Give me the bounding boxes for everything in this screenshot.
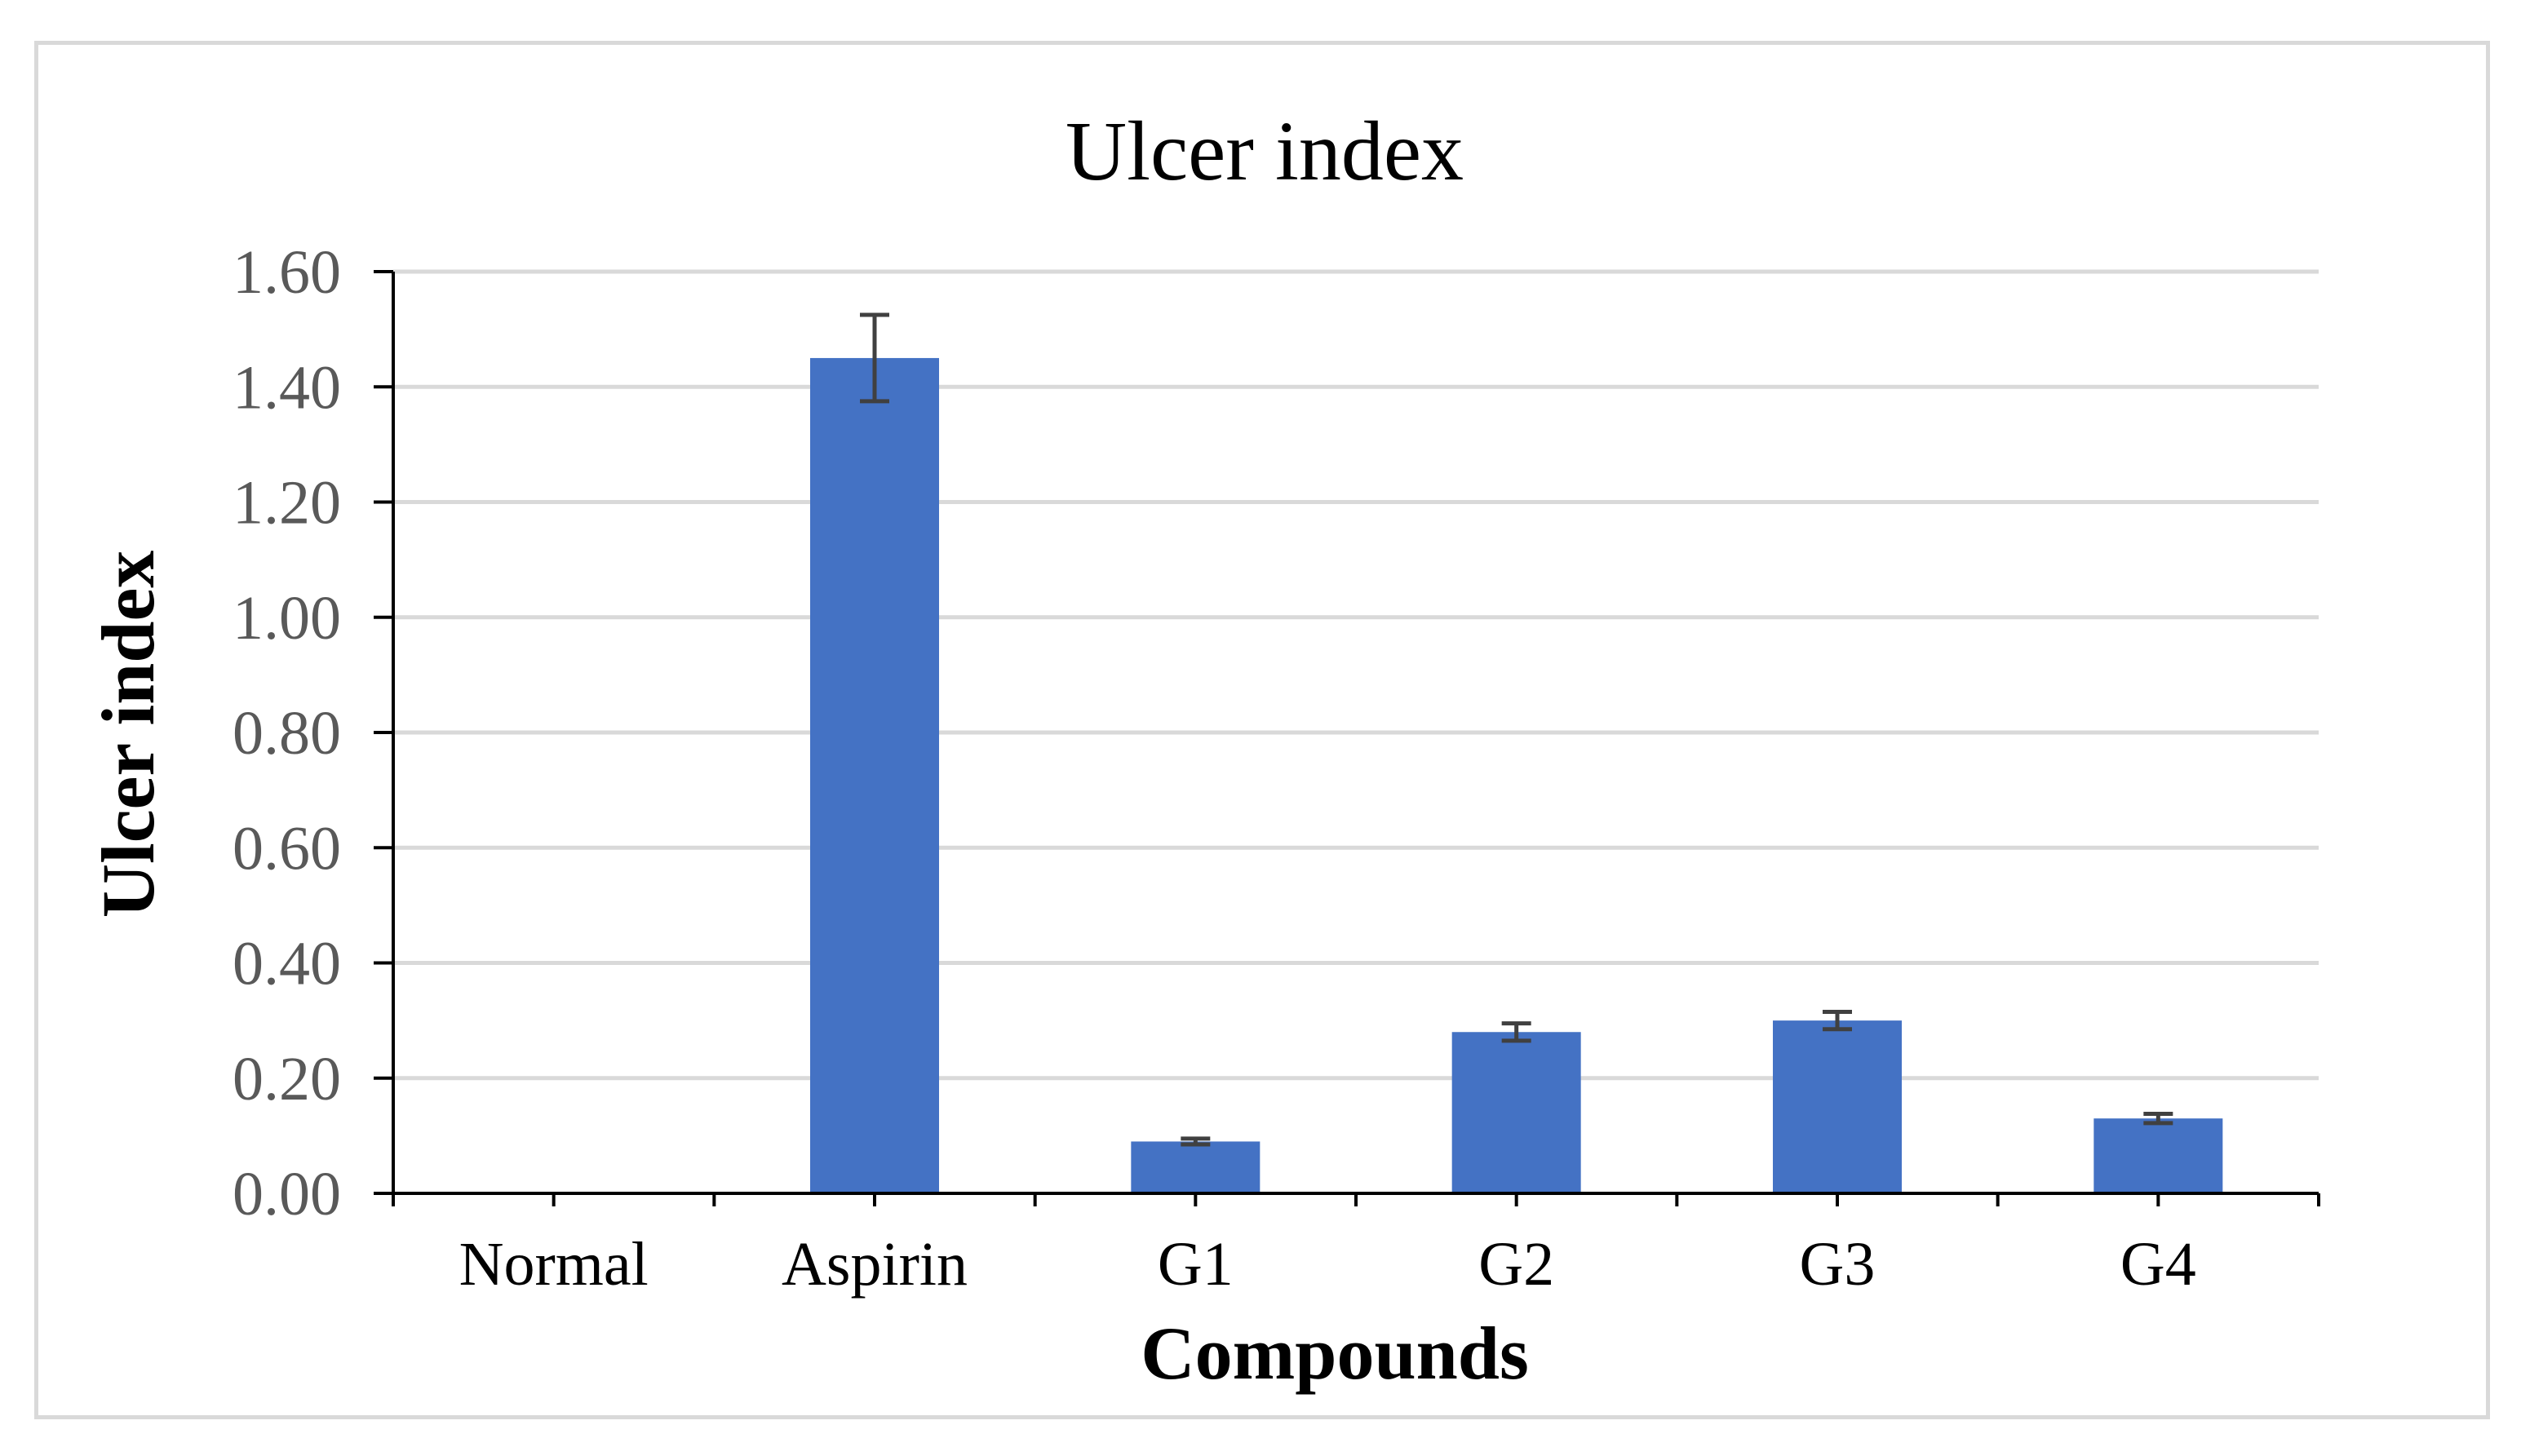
y-tick-label: 0.40 [233, 930, 341, 998]
bar [1131, 1141, 1260, 1193]
y-tick-label: 0.60 [233, 814, 341, 883]
chart-title: Ulcer index [1066, 104, 1464, 198]
gridlines [393, 269, 2319, 1081]
y-tick-label: 1.60 [233, 238, 341, 307]
x-category-label: G3 [1800, 1230, 1876, 1299]
y-tick-label: 0.20 [233, 1045, 341, 1113]
error-bars [860, 312, 2173, 1147]
bar [810, 357, 939, 1193]
bar [1451, 1032, 1581, 1193]
y-tick-label: 1.40 [233, 353, 341, 422]
y-tick-label: 1.00 [233, 584, 341, 653]
x-category-label: G4 [2120, 1230, 2196, 1299]
x-category-label: G1 [1158, 1230, 1234, 1299]
y-tick-label: 0.00 [233, 1160, 341, 1228]
y-tick-label: 1.20 [233, 469, 341, 538]
x-category-label: Aspirin [782, 1230, 968, 1299]
x-category-labels: Normal Aspirin G1 G2 G3 G4 [459, 1230, 2196, 1299]
bar [1773, 1020, 1902, 1193]
y-axis-title: Ulcer index [86, 551, 170, 918]
bar [2093, 1118, 2223, 1193]
x-axis-title: Compounds [1141, 1312, 1529, 1395]
y-tick-label: 0.80 [233, 699, 341, 768]
x-category-label: Normal [459, 1230, 649, 1299]
x-category-label: G2 [1478, 1230, 1554, 1299]
axes [374, 270, 2320, 1206]
y-tick-labels: 0.00 0.20 0.40 0.60 0.80 1.00 1.20 1.40 1.60 [233, 238, 341, 1228]
bars [810, 357, 2223, 1193]
